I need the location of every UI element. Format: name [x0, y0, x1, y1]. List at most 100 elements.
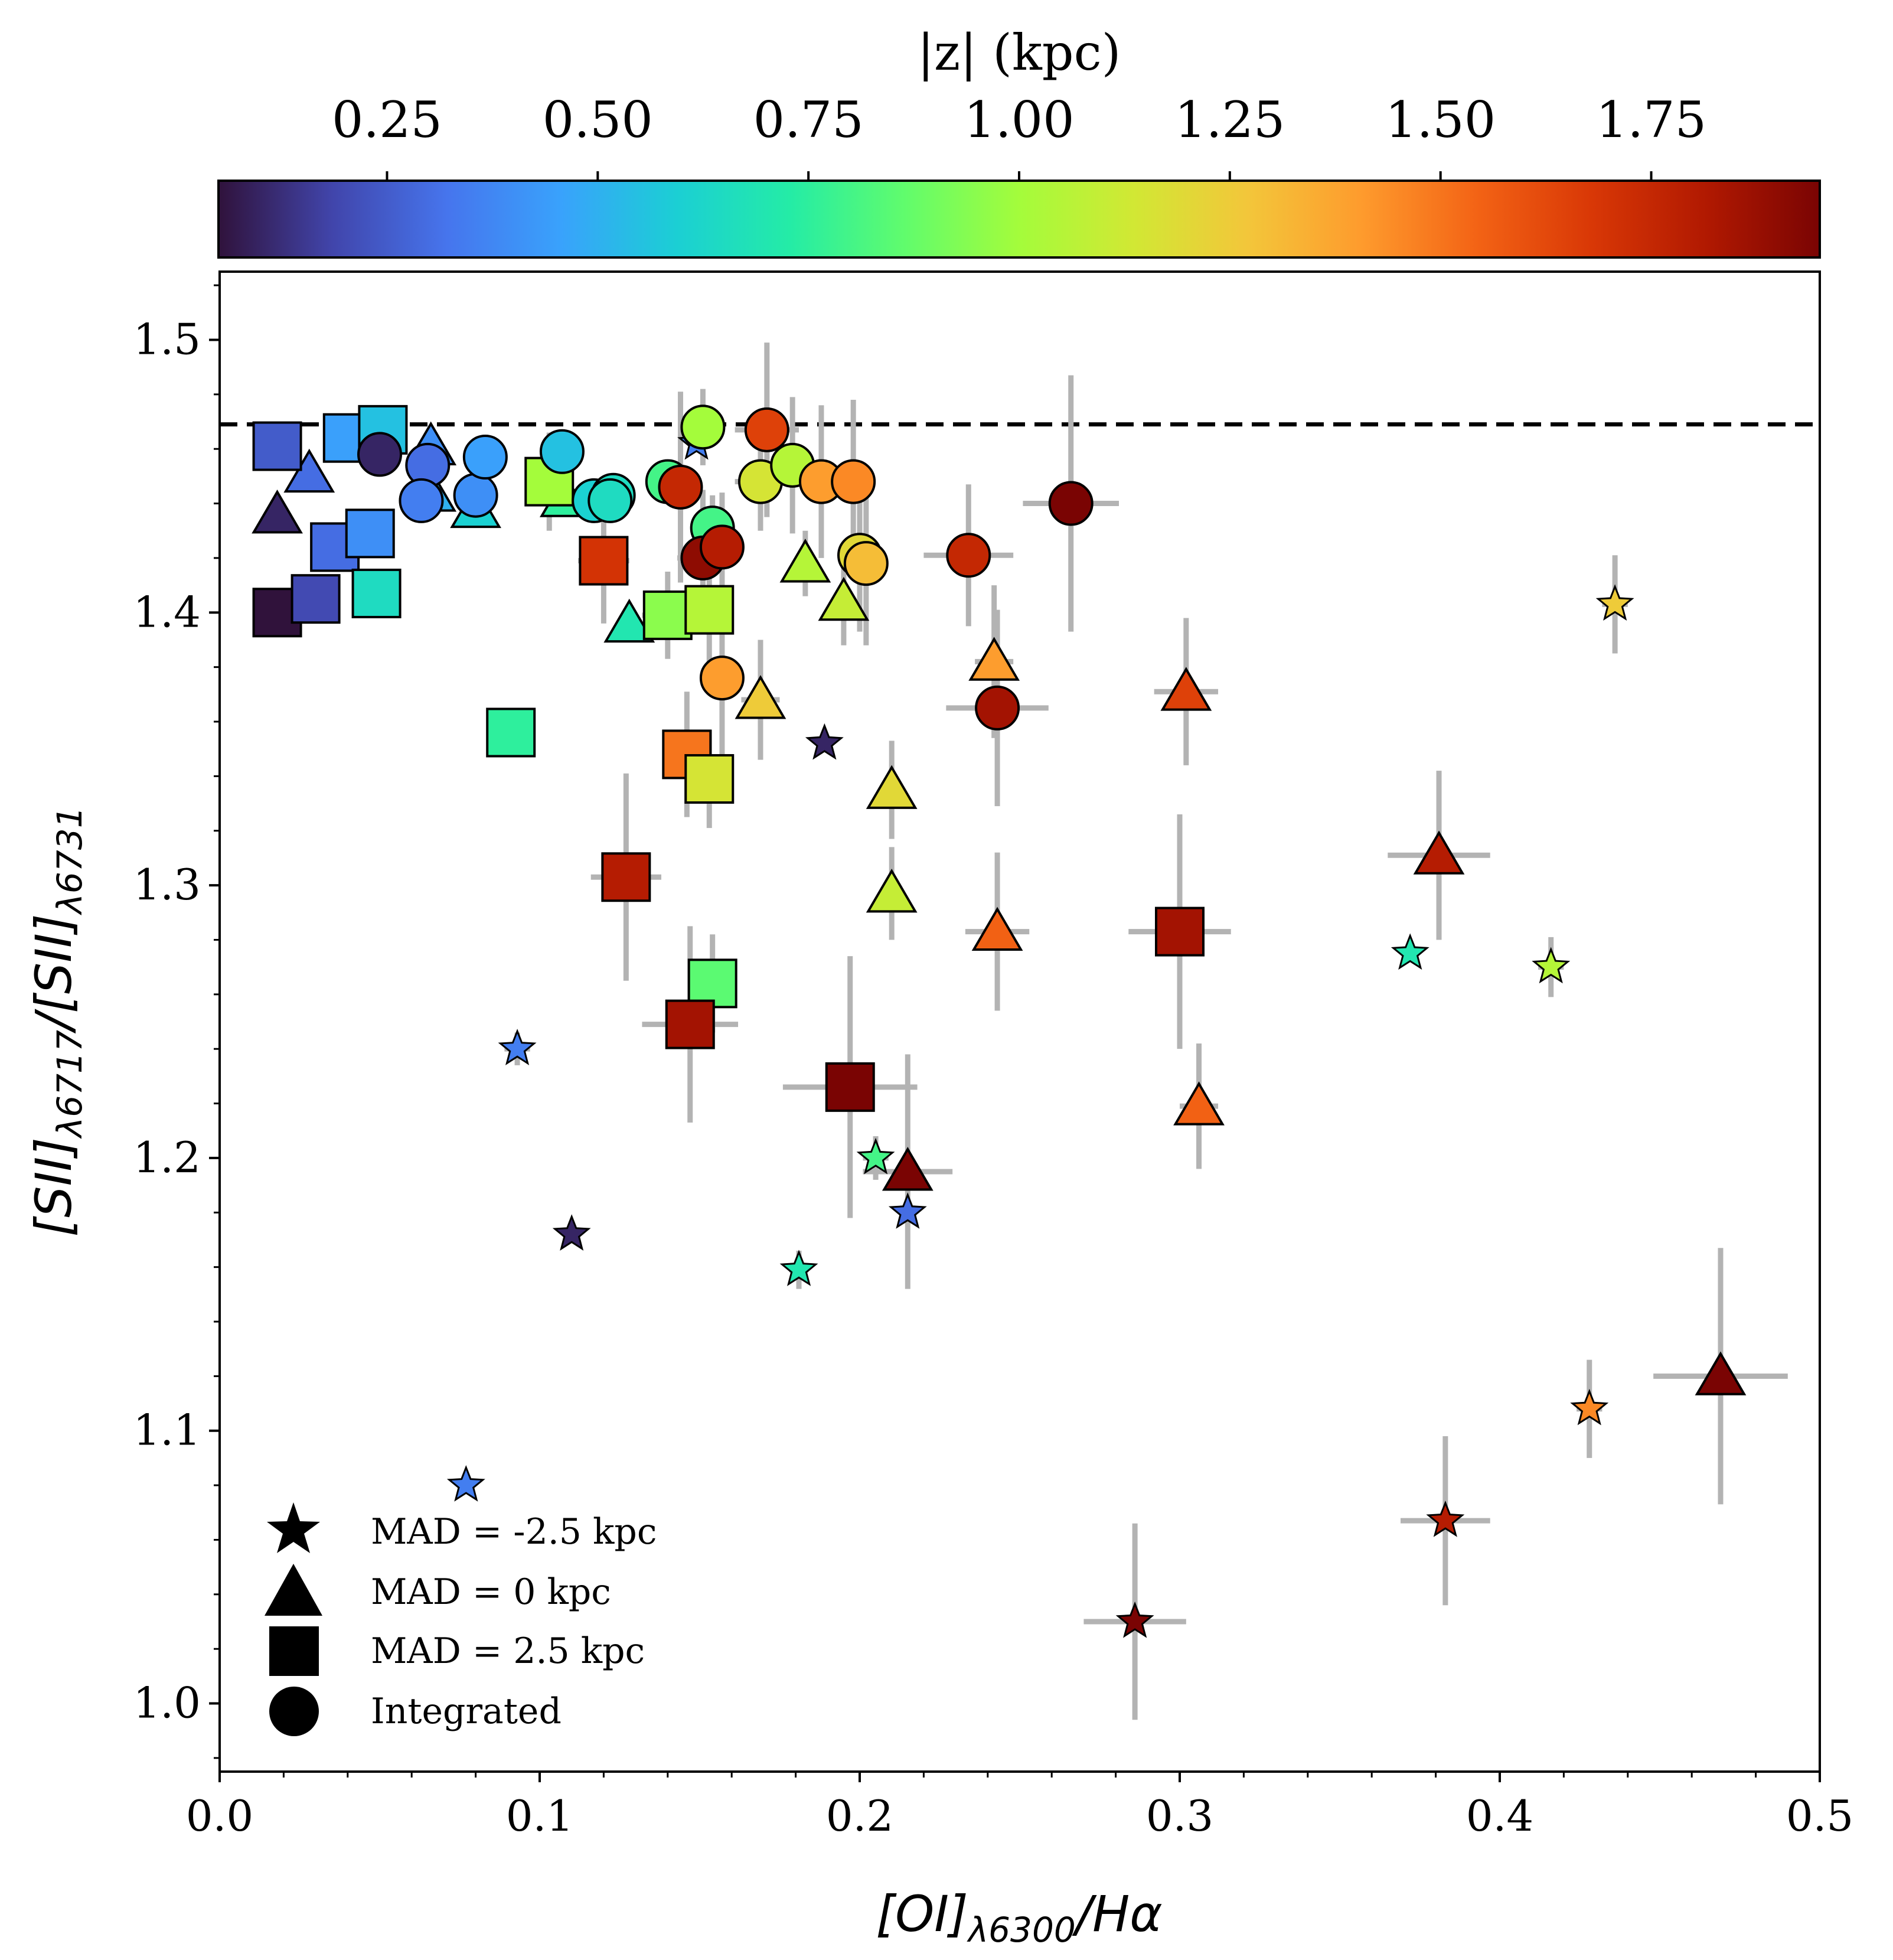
legend-triangle-icon — [265, 1564, 322, 1616]
legend-label: Integrated — [371, 1691, 562, 1732]
data-point-star — [856, 1137, 895, 1175]
data-point-triangle — [603, 598, 655, 643]
data-point-star — [498, 1029, 537, 1065]
data-point-triangle — [818, 576, 870, 621]
data-point-triangle — [1413, 830, 1465, 875]
x-tick-label: 0.4 — [1466, 1791, 1534, 1841]
data-point-square — [579, 536, 629, 586]
data-point-triangle — [866, 765, 918, 809]
data-point-circle — [680, 405, 726, 450]
x-tick-label: 0.0 — [186, 1791, 254, 1841]
data-point-circle — [462, 435, 508, 480]
data-point-star — [1391, 933, 1429, 970]
colorbar-tick-label: 1.75 — [1596, 91, 1706, 149]
data-point-circle — [658, 464, 703, 510]
data-point-star — [446, 1465, 485, 1502]
y-tick-label: 1.3 — [133, 860, 201, 909]
colorbar-ticks: 0.25 0.50 0.75 1.00 1.25 1.50 1.75 — [332, 91, 1706, 181]
legend-item-star: MAD = -2.5 kpc — [267, 1502, 657, 1553]
data-point-square — [684, 585, 735, 635]
data-point-square — [825, 1062, 875, 1112]
y-tick-label: 1.1 — [133, 1405, 201, 1455]
data-point-circle — [946, 533, 991, 578]
data-point-circle — [453, 472, 498, 518]
legend-star-icon — [267, 1502, 320, 1553]
colorbar-tick-label: 1.00 — [964, 91, 1074, 149]
legend: MAD = -2.5 kpc MAD = 0 kpc MAD = 2.5 kpc… — [265, 1502, 657, 1736]
data-point-square — [687, 958, 737, 1009]
data-point-star — [1570, 1388, 1609, 1426]
data-point-square — [601, 852, 651, 902]
data-point-triangle — [968, 637, 1020, 681]
x-axis-ticks: 0.0 0.1 0.2 0.3 0.4 0.5 — [186, 1772, 1854, 1841]
x-tick-label: 0.3 — [1146, 1791, 1214, 1841]
data-point-triangle — [1173, 1081, 1225, 1126]
data-point-square — [486, 707, 536, 758]
data-point-circle — [539, 429, 585, 474]
y-tick-label: 1.5 — [133, 314, 201, 364]
x-axis-label: [OI]λ6300/Hα — [876, 1885, 1162, 1950]
legend-item-square: MAD = 2.5 kpc — [269, 1626, 645, 1676]
colorbar-tick-label: 1.50 — [1385, 91, 1496, 149]
y-tick-label: 1.4 — [133, 587, 201, 637]
data-point-triangle — [779, 539, 831, 583]
data-point-circle — [588, 478, 633, 523]
colorbar-tick-label: 0.25 — [332, 91, 442, 149]
legend-item-triangle: MAD = 0 kpc — [265, 1564, 611, 1616]
colorbar-gradient — [217, 180, 1821, 259]
x-tick-label: 0.5 — [1786, 1791, 1854, 1841]
data-point-square — [642, 590, 693, 640]
data-point-circle — [975, 685, 1020, 730]
data-point-square — [351, 568, 402, 618]
legend-label: MAD = 2.5 kpc — [371, 1630, 645, 1672]
data-point-circle — [1048, 481, 1094, 526]
data-point-circle — [699, 524, 745, 570]
colorbar-tick-label: 0.50 — [543, 91, 653, 149]
colorbar: 0.25 0.50 0.75 1.00 1.25 1.50 1.75 |z| (kpc) — [217, 24, 1821, 259]
x-tick-label: 0.2 — [826, 1791, 894, 1841]
data-point-circle — [699, 655, 745, 701]
data-point-star — [1532, 947, 1571, 984]
data-point-triangle — [882, 1147, 934, 1191]
data-point-square — [684, 754, 735, 804]
x-tick-label: 0.1 — [506, 1791, 574, 1841]
y-axis-ticks: 1.0 1.1 1.2 1.3 1.4 1.5 — [133, 284, 220, 1759]
data-point-star — [552, 1214, 591, 1251]
data-point-square — [665, 999, 715, 1049]
data-point-triangle — [1695, 1351, 1747, 1395]
data-point-circle — [357, 432, 402, 477]
data-point-triangle — [283, 448, 335, 493]
data-point-square — [291, 574, 341, 624]
data-point-triangle — [1160, 667, 1212, 711]
colorbar-tick-label: 0.75 — [753, 91, 864, 149]
legend-label: MAD = 0 kpc — [371, 1571, 611, 1613]
data-markers — [252, 405, 1747, 1638]
data-point-square — [252, 421, 302, 471]
data-point-square — [345, 508, 395, 559]
y-tick-label: 1.0 — [133, 1678, 201, 1728]
data-point-star — [779, 1250, 818, 1286]
legend-item-circle: Integrated — [269, 1687, 562, 1736]
data-point-triangle — [252, 490, 303, 534]
data-point-circle — [744, 407, 789, 452]
data-point-star — [888, 1192, 927, 1229]
data-point-triangle — [735, 675, 786, 719]
data-point-star — [805, 723, 844, 760]
y-tick-label: 1.2 — [133, 1133, 201, 1182]
y-axis-label: [SII]λ6717/[SII]λ6731 — [25, 806, 90, 1237]
legend-square-icon — [269, 1626, 319, 1676]
data-point-triangle — [971, 906, 1023, 951]
colorbar-label: |z| (kpc) — [918, 24, 1121, 81]
colorbar-tick-label: 1.25 — [1174, 91, 1285, 149]
data-point-star — [1595, 584, 1634, 621]
data-point-triangle — [866, 868, 918, 913]
data-point-star — [1426, 1500, 1465, 1537]
legend-label: MAD = -2.5 kpc — [371, 1511, 657, 1553]
data-point-circle — [831, 459, 876, 504]
data-point-star — [1115, 1601, 1154, 1638]
legend-circle-icon — [269, 1687, 319, 1736]
data-point-circle — [399, 478, 444, 523]
data-point-square — [1155, 906, 1205, 957]
data-point-circle — [843, 541, 889, 586]
